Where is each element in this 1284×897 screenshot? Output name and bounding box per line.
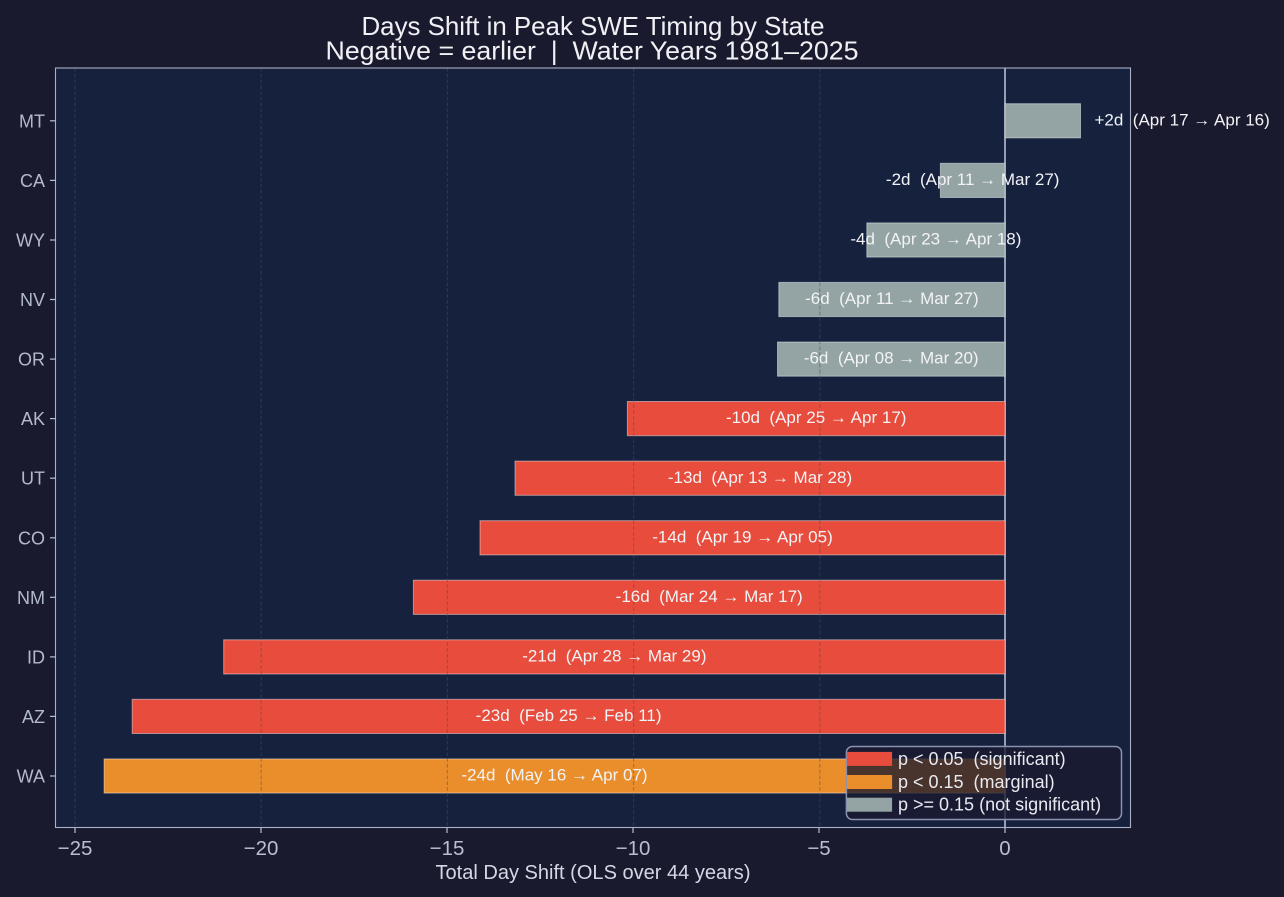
svg-text:-24d (May 16 → Apr 07): -24d (May 16 → Apr 07)	[461, 766, 647, 785]
svg-text:-6d (Apr 08 → Mar 20): -6d (Apr 08 → Mar 20)	[804, 349, 979, 368]
svg-text:+2d (Apr 17 → Apr 16): +2d (Apr 17 → Apr 16)	[1095, 110, 1270, 129]
svg-text:WA: WA	[17, 767, 45, 787]
svg-text:-13d (Apr 13 → Mar 28): -13d (Apr 13 → Mar 28)	[668, 468, 852, 487]
svg-text:p < 0.05 (significant): p < 0.05 (significant)	[898, 749, 1066, 769]
svg-text:p < 0.15 (marginal): p < 0.15 (marginal)	[898, 772, 1055, 792]
svg-text:-21d (Apr 28 → Mar 29): -21d (Apr 28 → Mar 29)	[522, 647, 706, 666]
svg-text:Days Shift in Peak SWE Timing: Days Shift in Peak SWE Timing by State	[362, 11, 825, 41]
svg-text:NM: NM	[17, 588, 45, 608]
svg-text:-10d (Apr 25 → Apr 17): -10d (Apr 25 → Apr 17)	[726, 408, 906, 427]
svg-text:−5: −5	[807, 837, 830, 860]
svg-text:AK: AK	[21, 409, 45, 429]
svg-text:-14d (Apr 19 → Apr 05): -14d (Apr 19 → Apr 05)	[652, 527, 832, 546]
svg-text:-6d (Apr 11 → Mar 27): -6d (Apr 11 → Mar 27)	[805, 289, 979, 308]
svg-text:OR: OR	[18, 350, 45, 370]
svg-text:0: 0	[999, 837, 1010, 860]
svg-text:p >= 0.15 (not significant): p >= 0.15 (not significant)	[898, 795, 1101, 815]
svg-text:MT: MT	[19, 111, 45, 131]
svg-text:-2d (Apr 11 → Mar 27): -2d (Apr 11 → Mar 27)	[886, 170, 1060, 189]
svg-text:−15: −15	[430, 837, 465, 860]
svg-text:CA: CA	[20, 171, 45, 191]
svg-text:AZ: AZ	[22, 707, 45, 727]
svg-text:NV: NV	[20, 290, 45, 310]
svg-text:Total Day Shift (OLS over 44 y: Total Day Shift (OLS over 44 years)	[436, 862, 751, 884]
svg-text:Negative = earlier | Water Y: Negative = earlier | Water Years 1981–20…	[326, 36, 859, 66]
svg-text:-16d (Mar 24 → Mar 17): -16d (Mar 24 → Mar 17)	[616, 587, 803, 606]
svg-text:−20: −20	[244, 837, 279, 860]
svg-text:WY: WY	[16, 231, 45, 251]
svg-text:−10: −10	[616, 837, 651, 860]
svg-text:CO: CO	[18, 528, 45, 548]
svg-text:-4d (Apr 23 → Apr 18): -4d (Apr 23 → Apr 18)	[850, 230, 1021, 249]
svg-text:ID: ID	[27, 647, 45, 667]
svg-text:-23d (Feb 25 → Feb 11): -23d (Feb 25 → Feb 11)	[476, 706, 662, 725]
svg-text:UT: UT	[21, 469, 45, 489]
svg-text:−25: −25	[58, 837, 93, 860]
